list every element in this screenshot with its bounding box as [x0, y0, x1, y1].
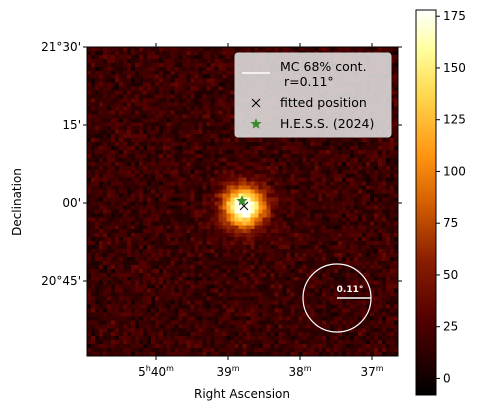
legend: MC 68% cont. r=0.11° fitted position H.E… [234, 52, 392, 138]
legend-entry-hess: H.E.S.S. (2024) [280, 116, 374, 131]
y-tick-label: 15' [62, 118, 81, 132]
x-tick-label: 39m [216, 364, 239, 379]
psf-radius-label: 0.11° [337, 285, 364, 295]
x-axis-label: Right Ascension [194, 387, 290, 401]
colorbar-tick-label: 25 [443, 320, 458, 334]
x-tick-label: 37m [360, 364, 383, 379]
hess-star-marker [236, 195, 248, 206]
colorbar-tick-label: 50 [443, 268, 458, 282]
legend-entry-mc-radius: r=0.11° [280, 74, 334, 89]
legend-star-swatch [250, 118, 262, 129]
y-tick-label: 00' [62, 196, 81, 210]
psf-circle-group: 0.11° [302, 263, 372, 333]
colorbar-tick-label: 0 [443, 371, 451, 385]
y-tick-label: 21°30' [41, 40, 81, 54]
colorbar-tick-label: 150 [443, 61, 466, 75]
colorbar: 0 25 50 75 100 125 150 175 [415, 9, 466, 396]
colorbar-tick-label: 125 [443, 113, 466, 127]
legend-box [234, 52, 392, 138]
colorbar-ticks: 0 25 50 75 100 125 150 175 [436, 9, 466, 385]
y-tick-label: 20°45' [41, 274, 81, 288]
y-axis-ticks: 21°30' 15' 00' 20°45' [41, 40, 402, 288]
plot-frame [86, 46, 399, 357]
y-axis-label: Declination [10, 168, 24, 236]
colorbar-tick-label: 175 [443, 9, 466, 23]
colorbar-gradient [415, 9, 437, 396]
colorbar-tick-label: 75 [443, 216, 458, 230]
legend-entry-mc: MC 68% cont. [280, 59, 367, 74]
legend-x-swatch [251, 98, 261, 108]
legend-entry-fitted: fitted position [280, 95, 367, 110]
x-tick-label: 5h40m [138, 364, 174, 379]
x-tick-label: 38m [288, 364, 311, 379]
colorbar-tick-label: 100 [443, 164, 466, 178]
